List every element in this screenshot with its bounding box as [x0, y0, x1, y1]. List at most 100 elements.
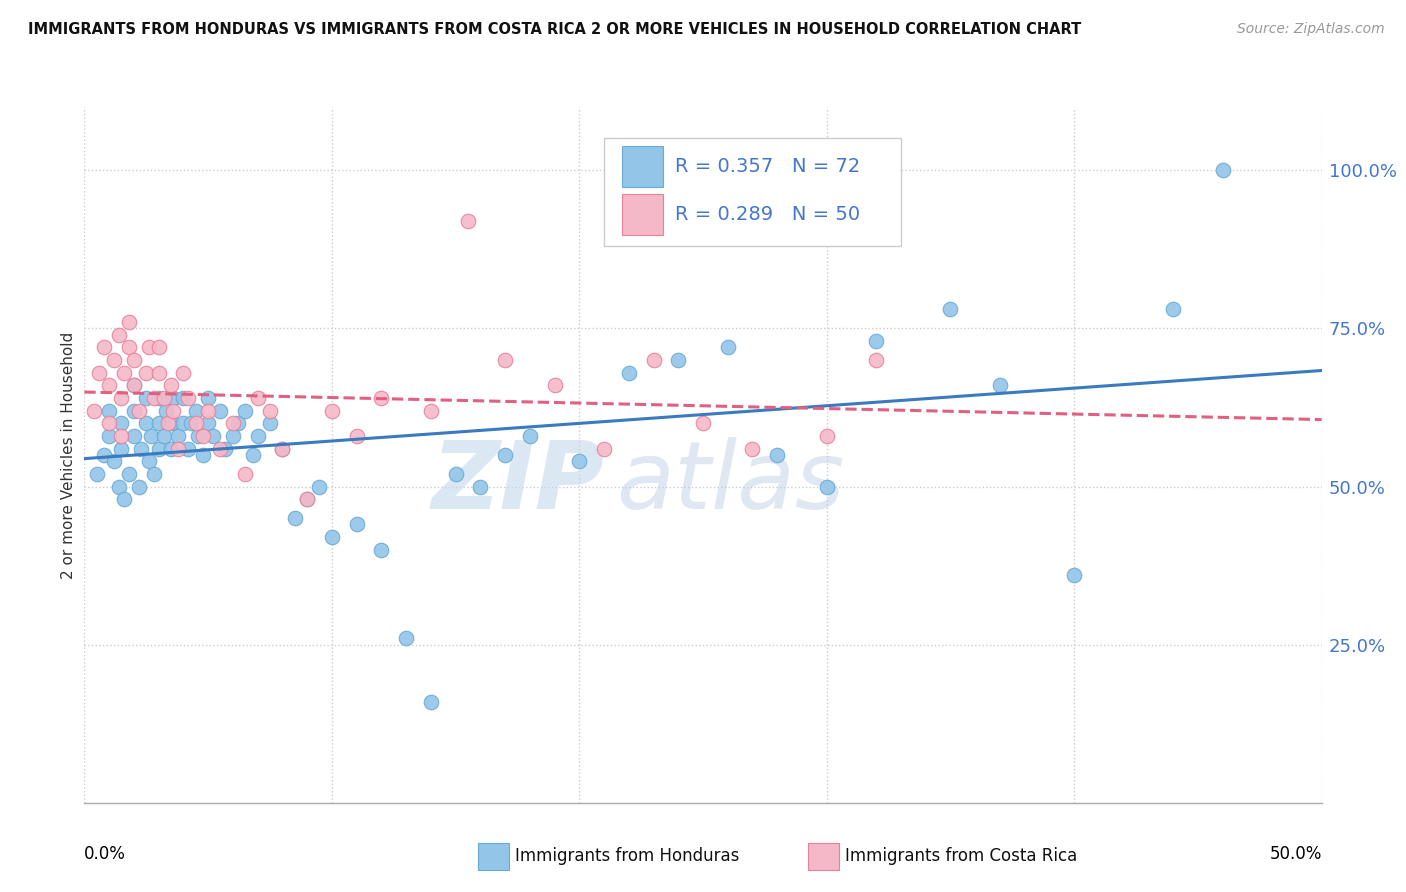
- Text: Immigrants from Honduras: Immigrants from Honduras: [515, 847, 740, 865]
- Point: [284, 511, 307, 525]
- Point: [152, 429, 174, 443]
- Point: [209, 442, 232, 456]
- Point: [148, 442, 170, 456]
- Point: [295, 492, 318, 507]
- Point: [172, 366, 194, 380]
- Point: [108, 327, 131, 342]
- Point: [152, 391, 174, 405]
- Point: [167, 442, 190, 456]
- Point: [643, 353, 665, 368]
- Point: [457, 214, 479, 228]
- Point: [1063, 568, 1085, 582]
- Point: [191, 448, 214, 462]
- Point: [118, 467, 141, 481]
- Point: [308, 479, 330, 493]
- Point: [177, 391, 200, 405]
- Point: [112, 366, 135, 380]
- Text: Source: ZipAtlas.com: Source: ZipAtlas.com: [1237, 22, 1385, 37]
- Point: [142, 391, 165, 405]
- Text: 50.0%: 50.0%: [1270, 845, 1322, 863]
- Point: [568, 454, 591, 468]
- Point: [271, 442, 294, 456]
- Point: [1212, 163, 1234, 178]
- Text: IMMIGRANTS FROM HONDURAS VS IMMIGRANTS FROM COSTA RICA 2 OR MORE VEHICLES IN HOU: IMMIGRANTS FROM HONDURAS VS IMMIGRANTS F…: [28, 22, 1081, 37]
- Point: [142, 467, 165, 481]
- Point: [162, 391, 184, 405]
- Point: [593, 442, 616, 456]
- Point: [692, 417, 714, 431]
- Point: [98, 417, 121, 431]
- Point: [135, 417, 157, 431]
- Point: [110, 429, 132, 443]
- Point: [295, 492, 318, 507]
- Point: [321, 403, 343, 417]
- Point: [741, 442, 763, 456]
- Point: [197, 417, 219, 431]
- Point: [110, 417, 132, 431]
- Point: [494, 448, 516, 462]
- Point: [519, 429, 541, 443]
- Point: [233, 403, 256, 417]
- Point: [214, 442, 236, 456]
- Point: [110, 442, 132, 456]
- Point: [246, 391, 269, 405]
- Point: [259, 403, 281, 417]
- Point: [108, 479, 131, 493]
- Point: [157, 417, 180, 431]
- Point: [184, 403, 207, 417]
- Point: [222, 429, 245, 443]
- Point: [167, 429, 190, 443]
- Point: [122, 403, 145, 417]
- Point: [155, 403, 177, 417]
- Point: [180, 417, 202, 431]
- Point: [346, 517, 368, 532]
- Point: [160, 378, 183, 392]
- Point: [766, 448, 789, 462]
- Point: [93, 448, 115, 462]
- Point: [233, 467, 256, 481]
- Point: [148, 366, 170, 380]
- Point: [110, 391, 132, 405]
- Point: [122, 378, 145, 392]
- Point: [865, 353, 887, 368]
- Point: [122, 378, 145, 392]
- Point: [177, 442, 200, 456]
- Point: [419, 403, 441, 417]
- Point: [89, 366, 111, 380]
- Point: [246, 429, 269, 443]
- Point: [419, 695, 441, 709]
- Point: [470, 479, 492, 493]
- Point: [242, 448, 264, 462]
- Point: [184, 417, 207, 431]
- Point: [1161, 302, 1184, 317]
- Point: [128, 479, 150, 493]
- Point: [172, 391, 194, 405]
- Point: [129, 442, 152, 456]
- Point: [222, 417, 245, 431]
- Text: Immigrants from Costa Rica: Immigrants from Costa Rica: [845, 847, 1077, 865]
- Point: [122, 429, 145, 443]
- Point: [135, 366, 157, 380]
- Point: [98, 403, 121, 417]
- Point: [395, 632, 418, 646]
- Point: [209, 403, 232, 417]
- Y-axis label: 2 or more Vehicles in Household: 2 or more Vehicles in Household: [60, 331, 76, 579]
- Text: 0.0%: 0.0%: [84, 845, 127, 863]
- Point: [370, 542, 392, 557]
- Point: [717, 340, 740, 354]
- Point: [202, 429, 225, 443]
- Point: [98, 429, 121, 443]
- Text: atlas: atlas: [616, 437, 845, 528]
- Point: [187, 429, 209, 443]
- Point: [494, 353, 516, 368]
- Point: [138, 340, 160, 354]
- Point: [112, 492, 135, 507]
- Point: [617, 366, 640, 380]
- Point: [815, 429, 838, 443]
- Point: [118, 315, 141, 329]
- Point: [103, 454, 125, 468]
- Text: R = 0.357   N = 72: R = 0.357 N = 72: [675, 157, 860, 176]
- Text: R = 0.289   N = 50: R = 0.289 N = 50: [675, 205, 860, 225]
- Point: [162, 403, 184, 417]
- Point: [103, 353, 125, 368]
